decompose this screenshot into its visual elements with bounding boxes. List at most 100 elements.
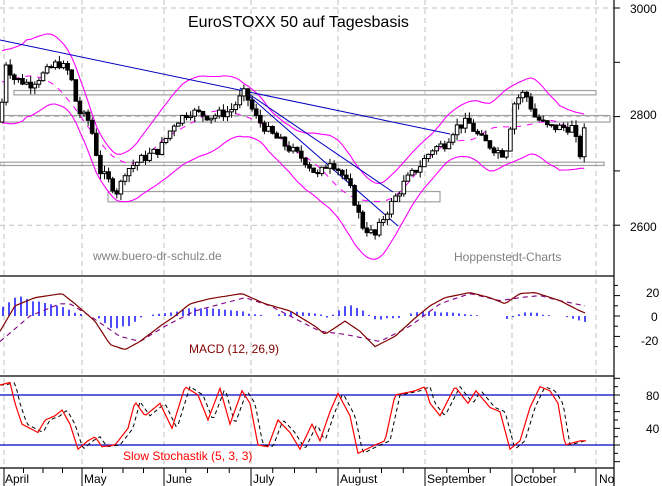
- stoch-label-80: 80: [646, 389, 660, 403]
- candle-up: [495, 150, 501, 154]
- month-november: No: [599, 472, 615, 486]
- stoch-d-line: [0, 382, 587, 454]
- candle-down: [335, 168, 341, 171]
- candle-up: [159, 142, 165, 155]
- price-zone: [13, 89, 597, 96]
- candle-up: [450, 134, 456, 143]
- candle-up: [81, 111, 87, 115]
- candle-up: [409, 169, 415, 176]
- candle-up: [422, 158, 427, 168]
- candle-up: [290, 146, 296, 152]
- candle-up: [122, 175, 128, 182]
- candle-down: [249, 99, 255, 110]
- candle-down: [143, 154, 148, 161]
- macd-panel: [0, 291, 586, 350]
- trend-line: [239, 87, 394, 193]
- candle-down: [528, 96, 534, 110]
- candle-down: [499, 150, 505, 158]
- candle-down: [69, 69, 75, 81]
- candle-up: [241, 88, 247, 97]
- candle-down: [282, 136, 288, 147]
- candle-down: [479, 133, 484, 136]
- candle-up: [417, 166, 423, 173]
- candle-down: [12, 74, 17, 81]
- candle-down: [323, 166, 329, 169]
- candle-up: [44, 66, 50, 74]
- candle-down: [155, 148, 161, 155]
- candle-down: [524, 91, 530, 98]
- candle-down: [577, 135, 583, 158]
- candle-up: [40, 72, 46, 82]
- candle-up: [319, 166, 325, 175]
- candle-up: [171, 125, 177, 132]
- watermark-right: Hoppenstedt-Charts: [454, 250, 561, 264]
- candle-down: [545, 120, 550, 126]
- candle-down: [106, 171, 111, 180]
- candle-up: [405, 174, 411, 182]
- candle-up: [188, 115, 193, 119]
- bollinger-bands: [1, 33, 585, 260]
- candle-down: [348, 178, 353, 187]
- candle-down: [7, 64, 13, 76]
- candle-up: [430, 150, 435, 155]
- candle-up: [102, 171, 107, 175]
- grid-lines: [0, 0, 614, 468]
- trend-line: [0, 39, 451, 135]
- candle-up: [581, 127, 587, 158]
- candle-up: [381, 219, 386, 223]
- candle-up: [147, 152, 152, 161]
- price-zone: [107, 190, 441, 203]
- candle-up: [438, 143, 443, 148]
- candle-up: [32, 83, 38, 89]
- candle-down: [561, 124, 567, 128]
- candle-down: [94, 132, 99, 156]
- candle-down: [573, 124, 579, 137]
- candle-down: [258, 114, 263, 124]
- macd-label-20: 20: [646, 286, 660, 300]
- candle-up: [0, 101, 5, 123]
- stochastic-panel: [0, 381, 614, 455]
- candle-down: [372, 229, 378, 236]
- stochastic-label: Slow Stochastik (5, 3, 3): [123, 449, 252, 463]
- candle-down: [262, 122, 267, 132]
- candle-down: [204, 115, 210, 121]
- candle-down: [356, 204, 361, 213]
- candle-up: [36, 80, 42, 85]
- candle-down: [200, 110, 206, 117]
- candle-up: [385, 213, 390, 221]
- candle-up: [512, 103, 517, 130]
- candle-down: [331, 163, 337, 170]
- candle-up: [208, 117, 214, 121]
- price-label-2600: 2600: [630, 220, 657, 234]
- candle-up: [229, 109, 234, 113]
- candle-down: [184, 114, 189, 119]
- candle-up: [397, 193, 402, 197]
- price-label-3000: 3000: [630, 2, 657, 16]
- trend-line: [239, 87, 399, 227]
- candle-down: [274, 132, 279, 139]
- chart-title: EuroSTOXX 50 auf Tagesbasis: [188, 14, 409, 31]
- candle-up: [569, 124, 575, 133]
- candle-up: [212, 115, 218, 119]
- candle-down: [352, 185, 357, 206]
- candle-up: [508, 128, 513, 152]
- candle-down: [110, 178, 116, 192]
- candle-up: [376, 221, 382, 236]
- candle-down: [491, 147, 497, 154]
- month-september: September: [427, 472, 486, 486]
- candle-up: [192, 109, 197, 117]
- candle-up: [176, 122, 181, 127]
- candle-down: [98, 154, 103, 175]
- candle-up: [151, 148, 156, 154]
- candle-down: [303, 157, 308, 166]
- candle-up: [557, 124, 562, 131]
- candle-up: [217, 109, 222, 117]
- candle-down: [315, 171, 320, 175]
- candle-down: [286, 145, 292, 152]
- candle-down: [221, 109, 226, 118]
- x-axis: [3, 468, 597, 486]
- candle-up: [225, 111, 230, 118]
- candle-down: [307, 164, 312, 169]
- watermark-left: www.buero-dr-schulz.de: [92, 249, 222, 263]
